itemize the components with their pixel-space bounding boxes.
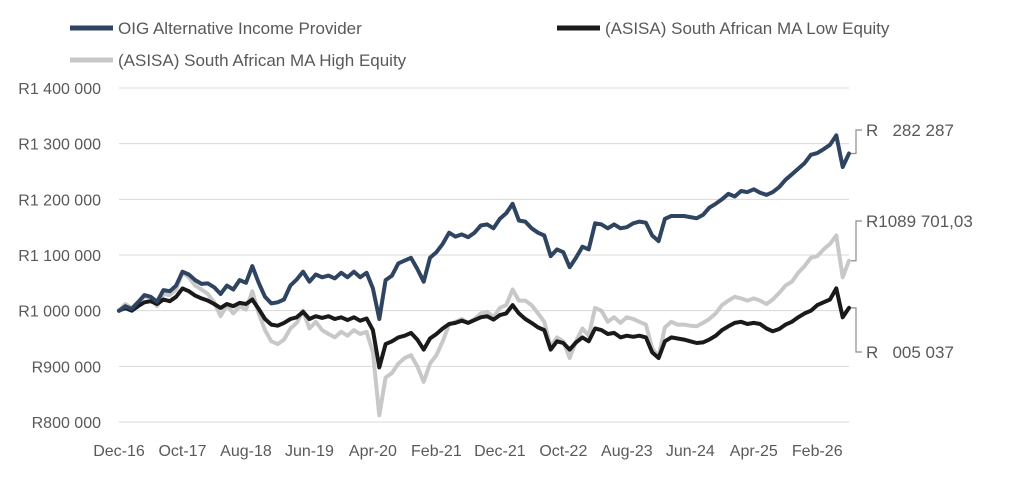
y-tick-label: R1 200 000 <box>18 192 101 209</box>
y-tick-label: R1 400 000 <box>18 81 101 98</box>
y-tick-label: R800 000 <box>32 415 101 432</box>
series-line-2 <box>117 233 851 418</box>
y-tick-label: R1 300 000 <box>18 137 101 154</box>
end-label-leader <box>851 307 862 353</box>
x-tick-label: Dec-21 <box>474 443 526 460</box>
end-labels: R 282 287 R1089 701,03 R 005 037 <box>851 121 973 362</box>
y-tick-label: R1 100 000 <box>18 248 101 265</box>
legend: OIG Alternative Income Provider (ASISA) S… <box>70 19 890 70</box>
x-tick-label: Apr-20 <box>349 443 397 460</box>
end-value-label: R1089 701,03 <box>866 212 973 231</box>
gridlines <box>119 87 849 423</box>
end-value-label: R 005 037 <box>866 343 954 362</box>
series-line-0 <box>117 133 851 321</box>
y-axis: R800 000 R900 000 R1 000 000 R1 100 000 R1 2… <box>18 81 101 432</box>
x-tick-label: Oct-17 <box>158 443 206 460</box>
x-tick-label: Jun-19 <box>285 443 334 460</box>
series-lines <box>117 133 851 418</box>
x-tick-label: Aug-23 <box>601 443 653 460</box>
series-line-1 <box>117 286 851 370</box>
x-tick-label: Jun-24 <box>666 443 715 460</box>
legend-entry: (ASISA) South African MA Low Equity <box>605 19 890 38</box>
x-tick-label: Feb-21 <box>411 443 462 460</box>
x-tick-label: Apr-25 <box>730 443 778 460</box>
end-value-label: R 282 287 <box>866 121 954 140</box>
legend-entry: OIG Alternative Income Provider <box>118 19 362 38</box>
legend-entry: (ASISA) South African MA High Equity <box>118 51 407 70</box>
x-axis: Dec-16 Oct-17 Aug-18 Jun-19 Apr-20 Feb-21 Dec-… <box>93 443 842 460</box>
end-label-leader <box>851 129 862 155</box>
y-tick-label: R900 000 <box>32 359 101 376</box>
x-tick-label: Feb-26 <box>792 443 843 460</box>
y-tick-label: R1 000 000 <box>18 304 101 321</box>
x-tick-label: Aug-18 <box>220 443 272 460</box>
end-label-leader <box>851 220 862 262</box>
x-tick-label: Oct-22 <box>539 443 587 460</box>
x-tick-label: Dec-16 <box>93 443 145 460</box>
